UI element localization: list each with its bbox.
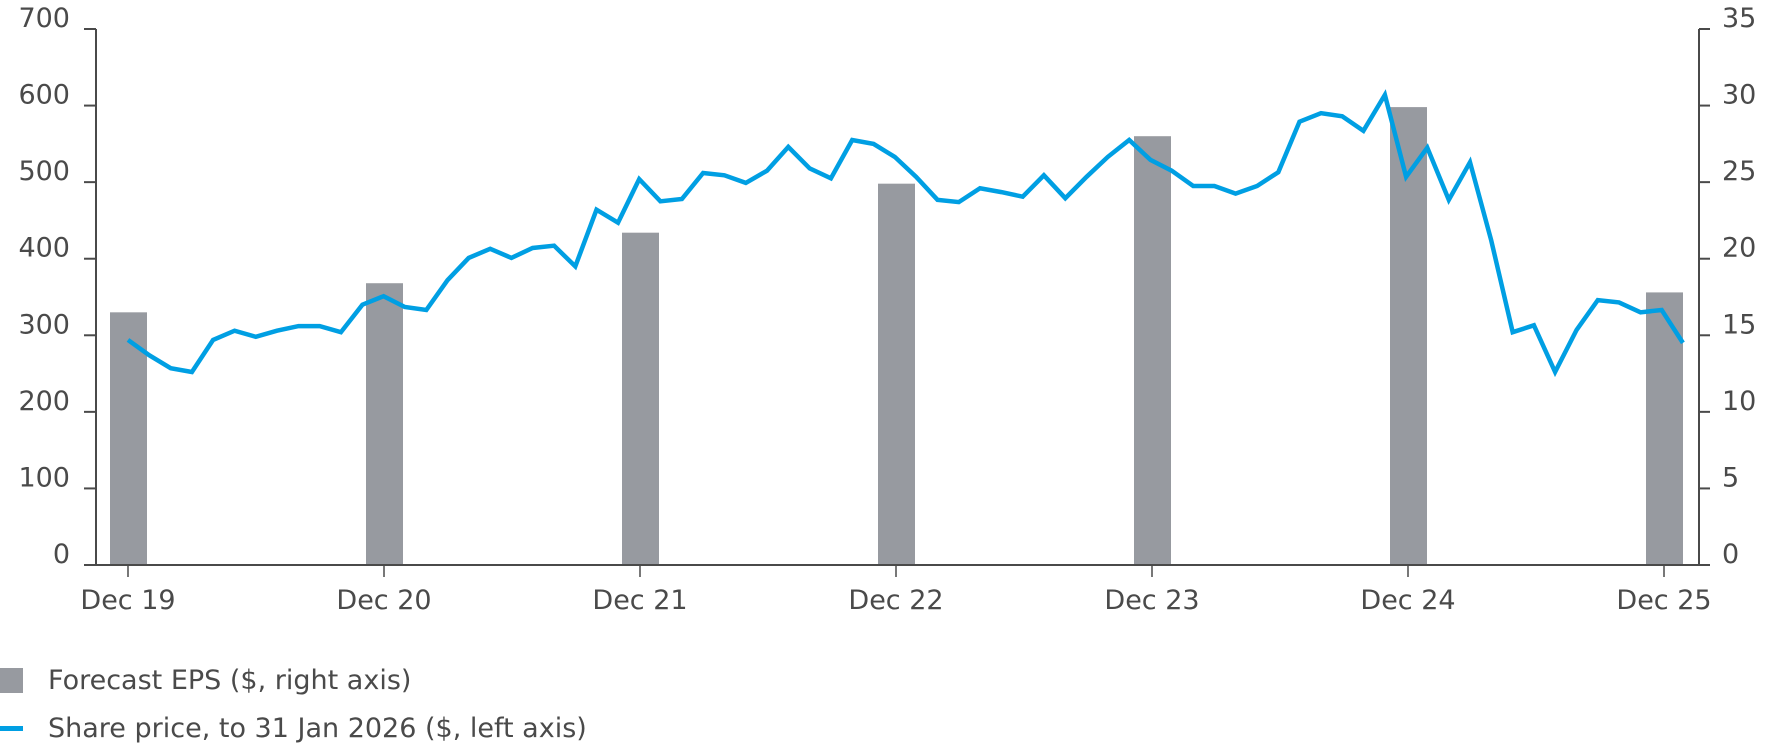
- eps-bar: [366, 283, 403, 565]
- legend-label-share-price: Share price, to 31 Jan 2026 ($, left axi…: [48, 712, 587, 744]
- x-tick-label: Dec 19: [80, 585, 175, 616]
- right-tick-label: 35: [1722, 3, 1756, 34]
- share-price-polyline: [126, 89, 1685, 378]
- x-tick-label: Dec 20: [336, 585, 431, 616]
- left-tick-label: 200: [18, 386, 70, 417]
- left-tick-label: 300: [18, 309, 70, 340]
- x-axis-ticks: Dec 19 Dec 20 Dec 21 Dec 22 Dec 23 Dec 24 Dec …: [80, 565, 1712, 616]
- left-tick-label: 600: [18, 80, 70, 111]
- legend: Forecast EPS ($, right axis) Share price…: [0, 656, 587, 752]
- x-tick-label: Dec 22: [848, 585, 943, 616]
- right-tick-label: 25: [1722, 156, 1756, 187]
- x-tick-label: Dec 25: [1616, 585, 1711, 616]
- legend-label-eps: Forecast EPS ($, right axis): [48, 664, 412, 696]
- x-tick-label: Dec 21: [592, 585, 687, 616]
- left-tick-label: 500: [18, 156, 70, 187]
- eps-bar: [622, 232, 659, 565]
- bar-swatch-icon: [0, 667, 23, 693]
- legend-item-eps: Forecast EPS ($, right axis): [0, 656, 587, 704]
- right-tick-label: 5: [1722, 462, 1739, 493]
- eps-bar: [878, 183, 915, 565]
- right-tick-label: 15: [1722, 309, 1756, 340]
- right-tick-label: 10: [1722, 386, 1756, 417]
- left-axis-ticks: 0 100 200 300 400 500 600 700: [18, 3, 96, 570]
- legend-item-share-price: Share price, to 31 Jan 2026 ($, left axi…: [0, 704, 587, 752]
- right-tick-label: 20: [1722, 233, 1756, 264]
- x-tick-label: Dec 24: [1360, 585, 1455, 616]
- left-tick-label: 400: [18, 233, 70, 264]
- left-tick-label: 700: [18, 3, 70, 34]
- eps-bars: [110, 107, 1683, 566]
- x-tick-label: Dec 23: [1104, 585, 1199, 616]
- share-price-line: [126, 89, 1685, 378]
- eps-bar: [1134, 136, 1171, 565]
- left-tick-label: 0: [53, 539, 70, 570]
- eps-bar: [1390, 107, 1427, 566]
- right-axis-ticks: 0 5 10 15 20 25 30 35: [1699, 3, 1756, 570]
- right-tick-label: 0: [1722, 539, 1739, 570]
- eps-bar: [1646, 292, 1683, 565]
- right-tick-label: 30: [1722, 80, 1756, 111]
- eps-bar: [110, 312, 147, 565]
- axes: [84, 29, 1710, 566]
- line-swatch-icon: [0, 725, 23, 731]
- left-tick-label: 100: [18, 462, 70, 493]
